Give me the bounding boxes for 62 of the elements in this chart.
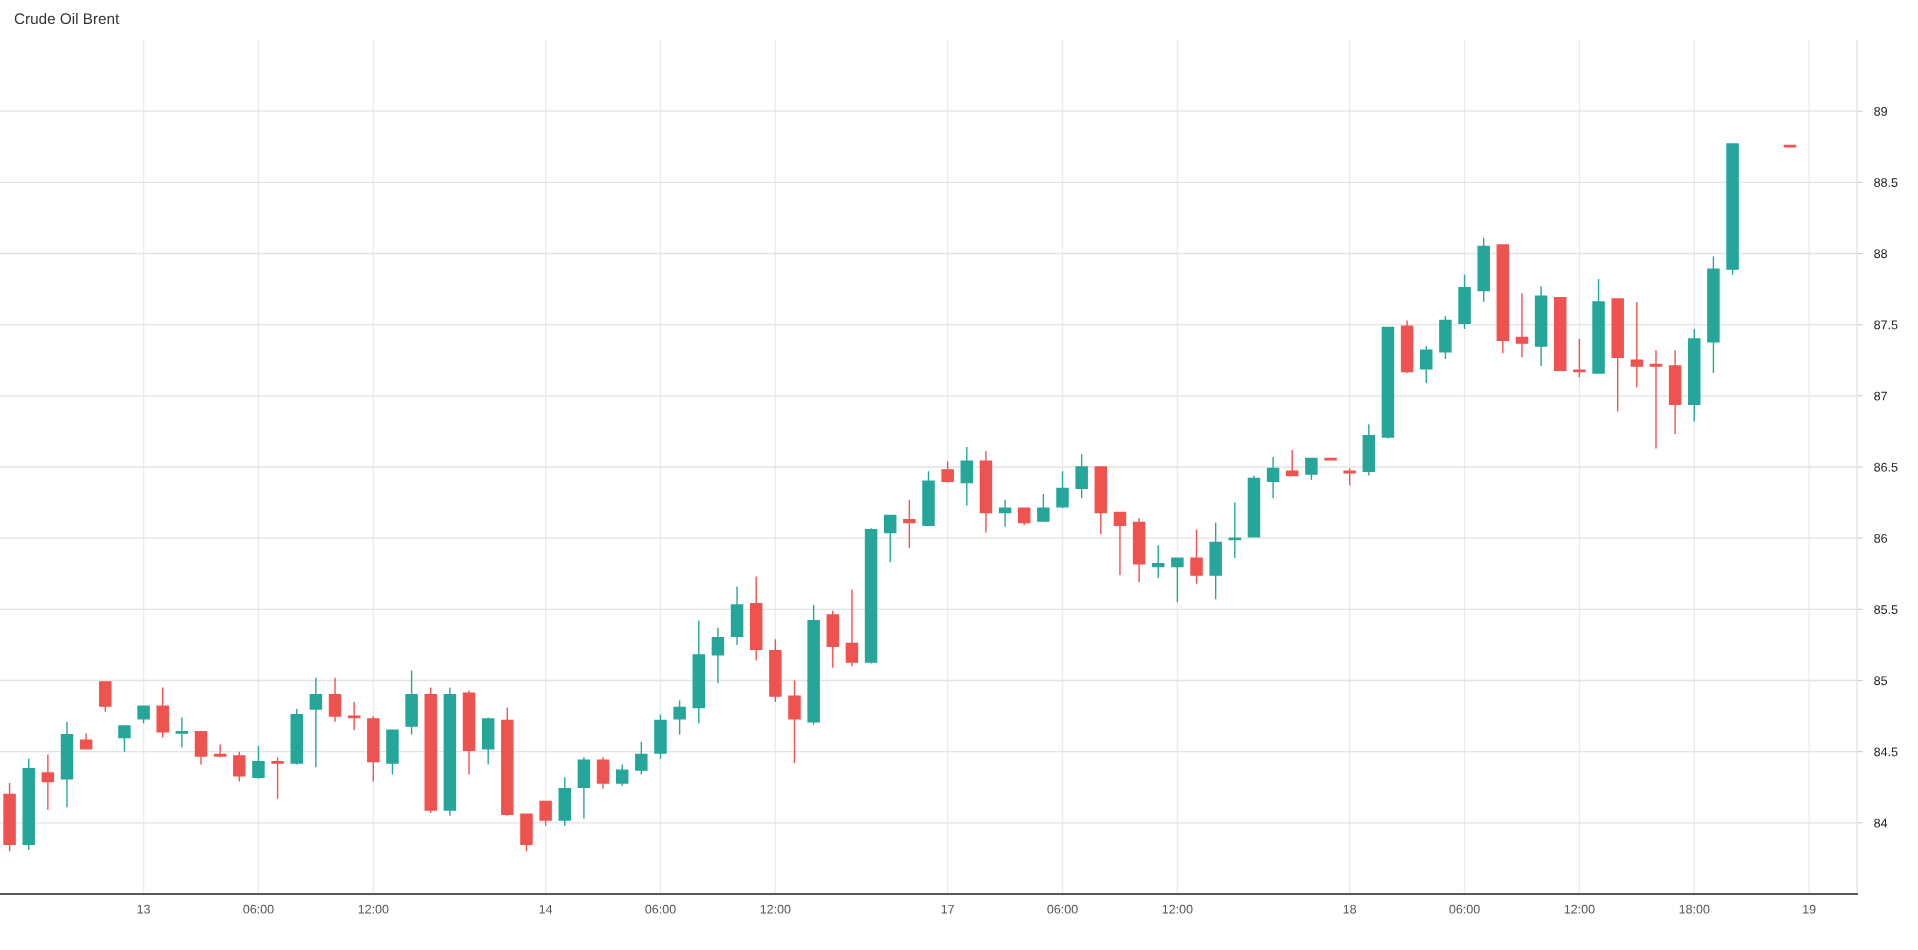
x-tick-label: 14 bbox=[539, 904, 553, 914]
candlestick bbox=[539, 800, 552, 827]
x-tick-label: 12:00 bbox=[1564, 904, 1595, 914]
candlestick bbox=[1171, 557, 1184, 603]
y-tick-label: 87 bbox=[1874, 391, 1887, 401]
candlestick bbox=[635, 741, 648, 776]
candlestick bbox=[1649, 349, 1663, 450]
candlestick bbox=[1190, 528, 1203, 585]
y-tick-label: 84 bbox=[1874, 818, 1888, 828]
candlestick bbox=[845, 588, 859, 667]
candlestick bbox=[1515, 292, 1529, 359]
candlestick bbox=[1266, 456, 1280, 500]
candlestick bbox=[788, 679, 801, 764]
candlestick bbox=[883, 514, 897, 564]
y-tick-label: 86.5 bbox=[1874, 462, 1898, 472]
candlestick bbox=[1630, 301, 1644, 388]
candlestick bbox=[118, 725, 131, 753]
y-tick-label: 88 bbox=[1874, 249, 1888, 259]
y-tick-label: 84.5 bbox=[1874, 747, 1898, 757]
candlestick bbox=[309, 676, 323, 769]
x-tick-label: 19 bbox=[1803, 904, 1816, 914]
x-tick-label: 13 bbox=[137, 904, 150, 914]
candlestick bbox=[233, 750, 246, 783]
candlestick bbox=[615, 763, 629, 787]
x-tick-label: 06:00 bbox=[1047, 904, 1078, 914]
x-tick-label: 12:00 bbox=[760, 904, 791, 914]
candlestick bbox=[960, 446, 974, 507]
candlestick bbox=[1305, 457, 1318, 481]
y-tick-label: 85 bbox=[1874, 676, 1888, 686]
chart-title: Crude Oil Brent bbox=[14, 12, 120, 25]
candlestick bbox=[175, 716, 189, 749]
y-tick-label: 88.5 bbox=[1874, 178, 1898, 187]
y-tick-label: 89 bbox=[1874, 106, 1887, 116]
candlestick bbox=[1075, 453, 1088, 500]
x-tick-label: 17 bbox=[941, 904, 954, 914]
x-tick-label: 12:00 bbox=[1162, 904, 1193, 914]
candlestick bbox=[1056, 470, 1069, 509]
y-tick-label: 85.5 bbox=[1874, 605, 1898, 614]
candlestick bbox=[596, 756, 610, 790]
candlestick bbox=[328, 676, 342, 723]
candlestick bbox=[1228, 501, 1242, 559]
candlestick bbox=[1037, 493, 1050, 522]
candlestick bbox=[252, 745, 265, 780]
x-tick-label: 06:00 bbox=[243, 904, 274, 914]
candlestick bbox=[941, 460, 954, 484]
candlestick bbox=[711, 627, 725, 685]
candlestick bbox=[271, 756, 284, 800]
candlestick bbox=[347, 701, 361, 732]
candlestick bbox=[213, 743, 227, 759]
x-tick-label: 12:00 bbox=[358, 904, 389, 914]
y-tick-label: 87.5 bbox=[1874, 320, 1898, 330]
candlestick bbox=[673, 699, 686, 736]
candlestick bbox=[1420, 345, 1433, 384]
x-tick-label: 18 bbox=[1343, 904, 1357, 914]
x-tick-label: 18:00 bbox=[1679, 904, 1710, 914]
y-tick-label: 86 bbox=[1874, 533, 1888, 543]
candlestick bbox=[1113, 511, 1127, 576]
candlestick bbox=[903, 499, 916, 549]
candlestick bbox=[1151, 544, 1165, 579]
x-tick-label: 06:00 bbox=[1449, 904, 1480, 914]
candlestick bbox=[41, 753, 55, 811]
x-tick-label: 06:00 bbox=[645, 904, 676, 914]
